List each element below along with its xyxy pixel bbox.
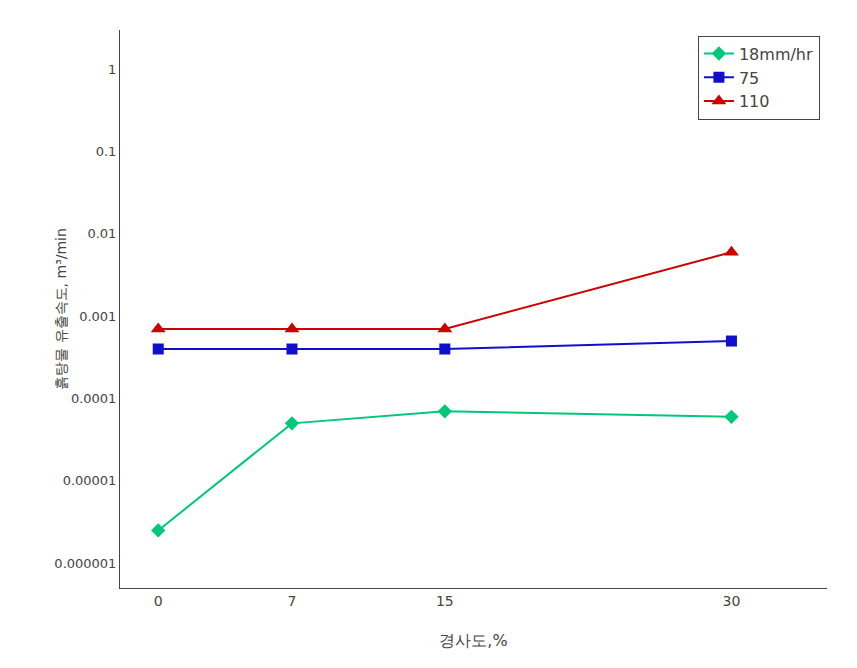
svg-text:0.1: 0.1 bbox=[96, 144, 117, 159]
svg-text:흙탕물 유출속도, m³/min: 흙탕물 유출속도, m³/min bbox=[53, 228, 69, 390]
svg-text:75: 75 bbox=[739, 69, 759, 88]
svg-text:30: 30 bbox=[723, 593, 741, 609]
svg-text:1: 1 bbox=[108, 62, 116, 77]
svg-text:0.01: 0.01 bbox=[87, 226, 116, 241]
svg-text:0: 0 bbox=[154, 593, 163, 609]
svg-text:0.000001: 0.000001 bbox=[54, 556, 116, 571]
svg-text:7: 7 bbox=[288, 593, 297, 609]
svg-text:110: 110 bbox=[739, 92, 770, 111]
svg-text:0.00001: 0.00001 bbox=[63, 473, 117, 488]
svg-text:0.0001: 0.0001 bbox=[71, 391, 117, 406]
svg-text:15: 15 bbox=[436, 593, 454, 609]
svg-text:18mm/hr: 18mm/hr bbox=[739, 45, 813, 64]
svg-text:0.001: 0.001 bbox=[79, 309, 116, 324]
svg-text:경사도,%: 경사도,% bbox=[439, 631, 507, 650]
